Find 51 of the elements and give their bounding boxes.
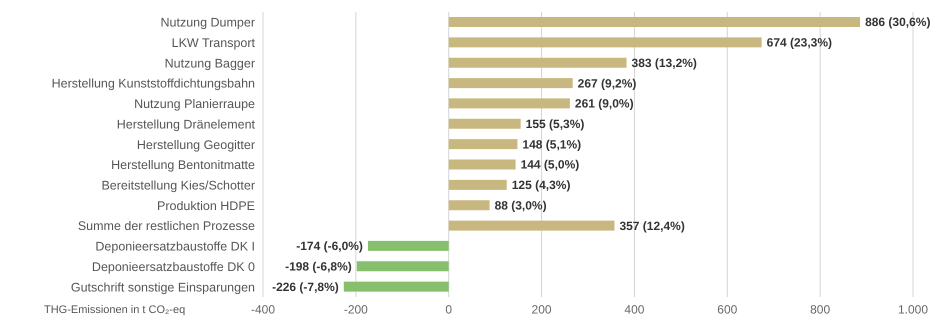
bar [448, 160, 516, 170]
x-tick-label: -400 [250, 302, 276, 317]
bar [448, 220, 614, 231]
data-label: 144 (5,0%) [520, 158, 580, 172]
bar [448, 200, 490, 210]
data-label: 674 (23,3%) [766, 36, 832, 50]
x-tick-label: 600 [717, 302, 738, 317]
data-label: -174 (-6,0%) [296, 239, 363, 254]
data-label: -198 (-6,8%) [285, 259, 352, 274]
bar [448, 17, 860, 27]
data-label: 148 (5,1%) [522, 137, 582, 152]
data-label: 357 (12,4%) [619, 218, 685, 233]
y-tick-label: Herstellung Bentonitmatte [111, 158, 256, 172]
x-tick-label: -200 [344, 302, 368, 317]
bar [448, 98, 570, 108]
bar [344, 282, 449, 292]
bar [448, 139, 518, 150]
y-tick-label: Herstellung Kunststoffdichtungsbahn [52, 76, 256, 91]
data-label: -226 (-7,8%) [272, 280, 339, 294]
y-tick-label: Nutzung Bagger [164, 56, 255, 70]
bar [448, 118, 521, 129]
bar [448, 180, 507, 190]
y-tick-label: Summe der restlichen Prozesse [78, 219, 256, 234]
x-tick-label: 0 [445, 302, 452, 317]
data-label: 88 (3,0%) [494, 198, 547, 212]
data-label: 261 (9,0%) [574, 96, 634, 111]
y-tick-label: Herstellung Dränelement [116, 117, 256, 132]
y-tick-label: Nutzung Planierraupe [134, 97, 256, 112]
x-tick-label: 800 [810, 302, 830, 317]
y-tick-label: Produktion HDPE [157, 198, 255, 213]
bar [448, 37, 762, 48]
y-tick-label: Herstellung Geogitter [136, 138, 255, 152]
x-tick-label: 400 [624, 302, 645, 317]
x-axis-title: THG-Emissionen in t CO₂-eq [44, 304, 186, 316]
y-tick-label: Deponieersatzbaustoffe DK I [95, 240, 255, 254]
y-tick-label: Nutzung Dumper [160, 16, 255, 30]
bar [356, 261, 449, 272]
data-label: 125 (4,3%) [512, 178, 570, 192]
bar [368, 240, 449, 251]
y-tick-label: Deponieersatzbaustoffe DK 0 [92, 260, 256, 274]
x-tick-label: 200 [532, 302, 552, 317]
y-tick-label: LKW Transport [172, 36, 256, 50]
y-tick-label: Gutschrift sonstige Einsparungen [70, 280, 256, 294]
data-label: 886 (30,6%) [865, 15, 930, 30]
bar [448, 78, 573, 88]
data-label: 155 (5,3%) [526, 116, 584, 131]
bar [448, 58, 627, 68]
data-label: 267 (9,2%) [578, 76, 636, 90]
y-tick-label: Bereitstellung Kies/Schotter [101, 178, 255, 192]
x-tick-label: 1.000 [898, 302, 928, 317]
data-label: 383 (13,2%) [632, 56, 697, 70]
